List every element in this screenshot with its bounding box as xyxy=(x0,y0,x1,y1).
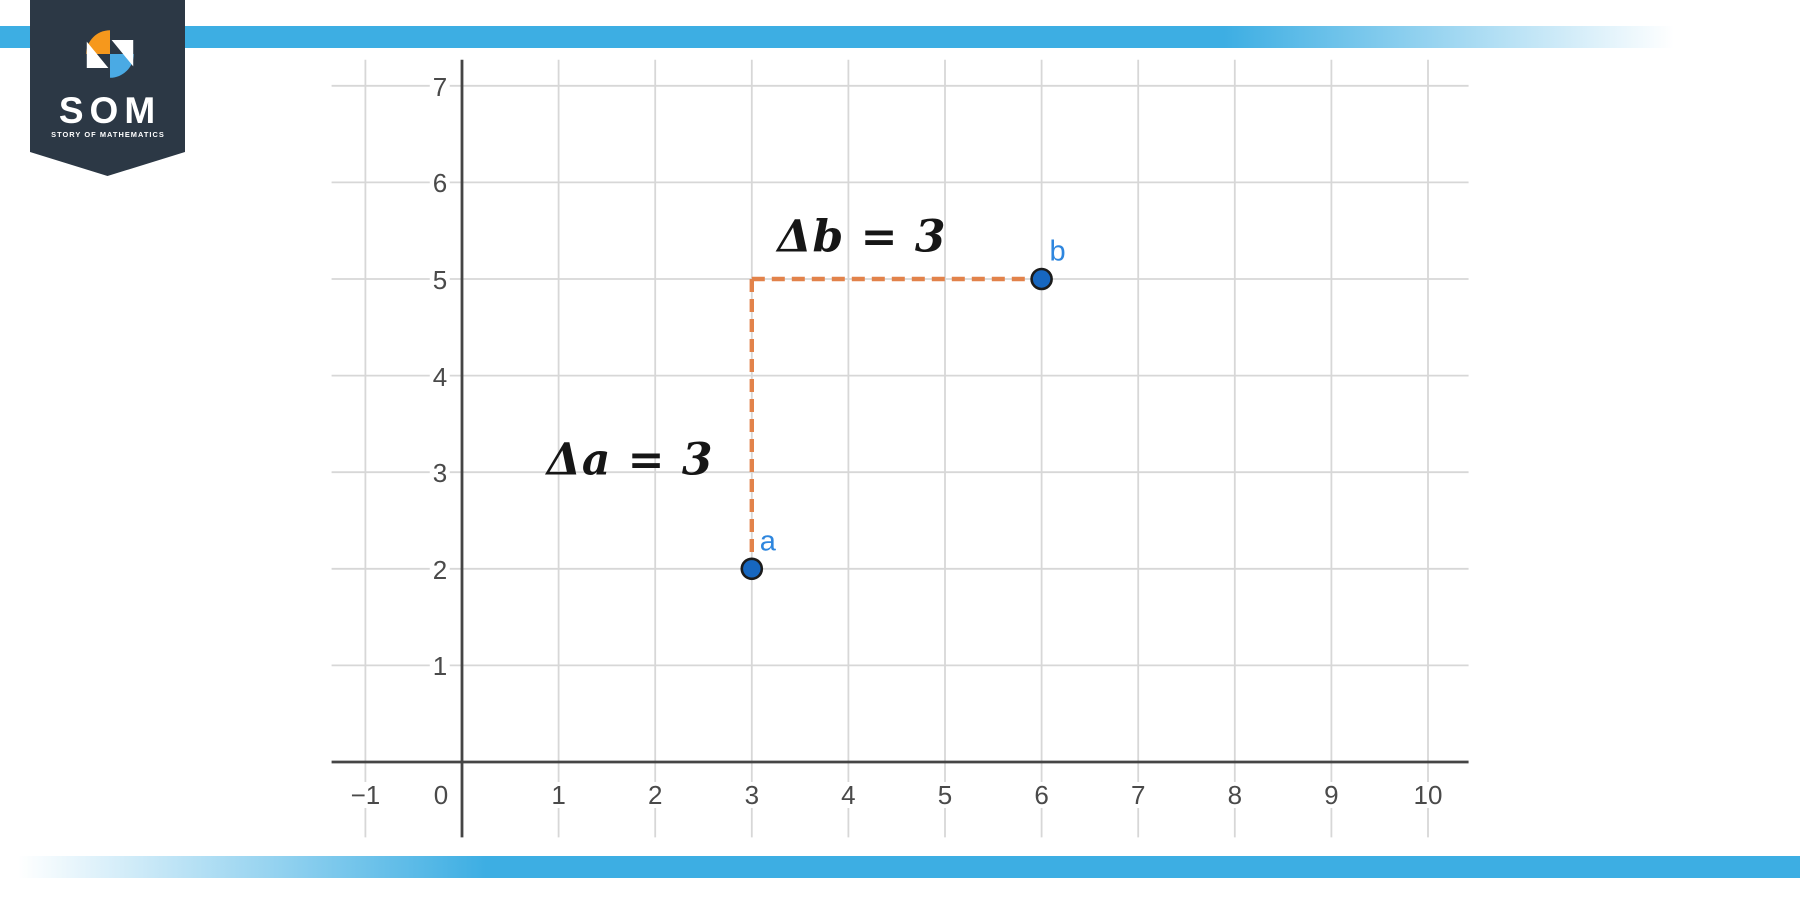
x-tick-label: 9 xyxy=(1321,782,1342,808)
bottom-accent-stripe xyxy=(0,856,1800,878)
y-tick-label: 1 xyxy=(429,653,451,680)
som-logo: SOM STORY OF MATHEMATICS xyxy=(30,0,185,176)
logo-title: SOM xyxy=(59,90,161,131)
y-tick-label: 7 xyxy=(429,73,451,100)
pinwheel-orange-quarter xyxy=(86,30,110,54)
x-tick-label: 10 xyxy=(1410,782,1446,808)
annotation-1: Δb = 3 xyxy=(777,211,947,263)
x-tick-label: 0 xyxy=(430,782,452,808)
logo-tagline: STORY OF MATHEMATICS xyxy=(51,130,165,139)
x-tick-label: 7 xyxy=(1127,782,1149,808)
point-label-b: b xyxy=(1049,235,1066,268)
x-tick-label: 6 xyxy=(1031,782,1052,808)
x-tick-label: 5 xyxy=(934,782,956,808)
y-tick-label: 3 xyxy=(429,460,451,487)
x-tick-label: 1 xyxy=(548,782,569,808)
x-tick-label: 3 xyxy=(741,782,763,808)
y-tick-label: 5 xyxy=(429,267,451,293)
logo-pennant-shape xyxy=(30,0,185,176)
point-label-a: a xyxy=(759,525,776,558)
x-tick-label: 2 xyxy=(644,782,666,808)
point-b[interactable] xyxy=(1030,267,1053,291)
top-accent-stripe xyxy=(0,26,1800,48)
point-a[interactable] xyxy=(740,557,764,581)
y-tick-label: 6 xyxy=(429,170,451,197)
x-tick-label: 4 xyxy=(838,782,859,808)
x-tick-label: 8 xyxy=(1224,782,1246,808)
y-tick-label: 2 xyxy=(429,556,451,583)
y-tick-label: 4 xyxy=(429,363,451,390)
x-tick-label: −1 xyxy=(347,782,384,808)
annotation-0: Δa = 3 xyxy=(546,434,714,486)
pinwheel-blue-quarter xyxy=(110,54,134,78)
